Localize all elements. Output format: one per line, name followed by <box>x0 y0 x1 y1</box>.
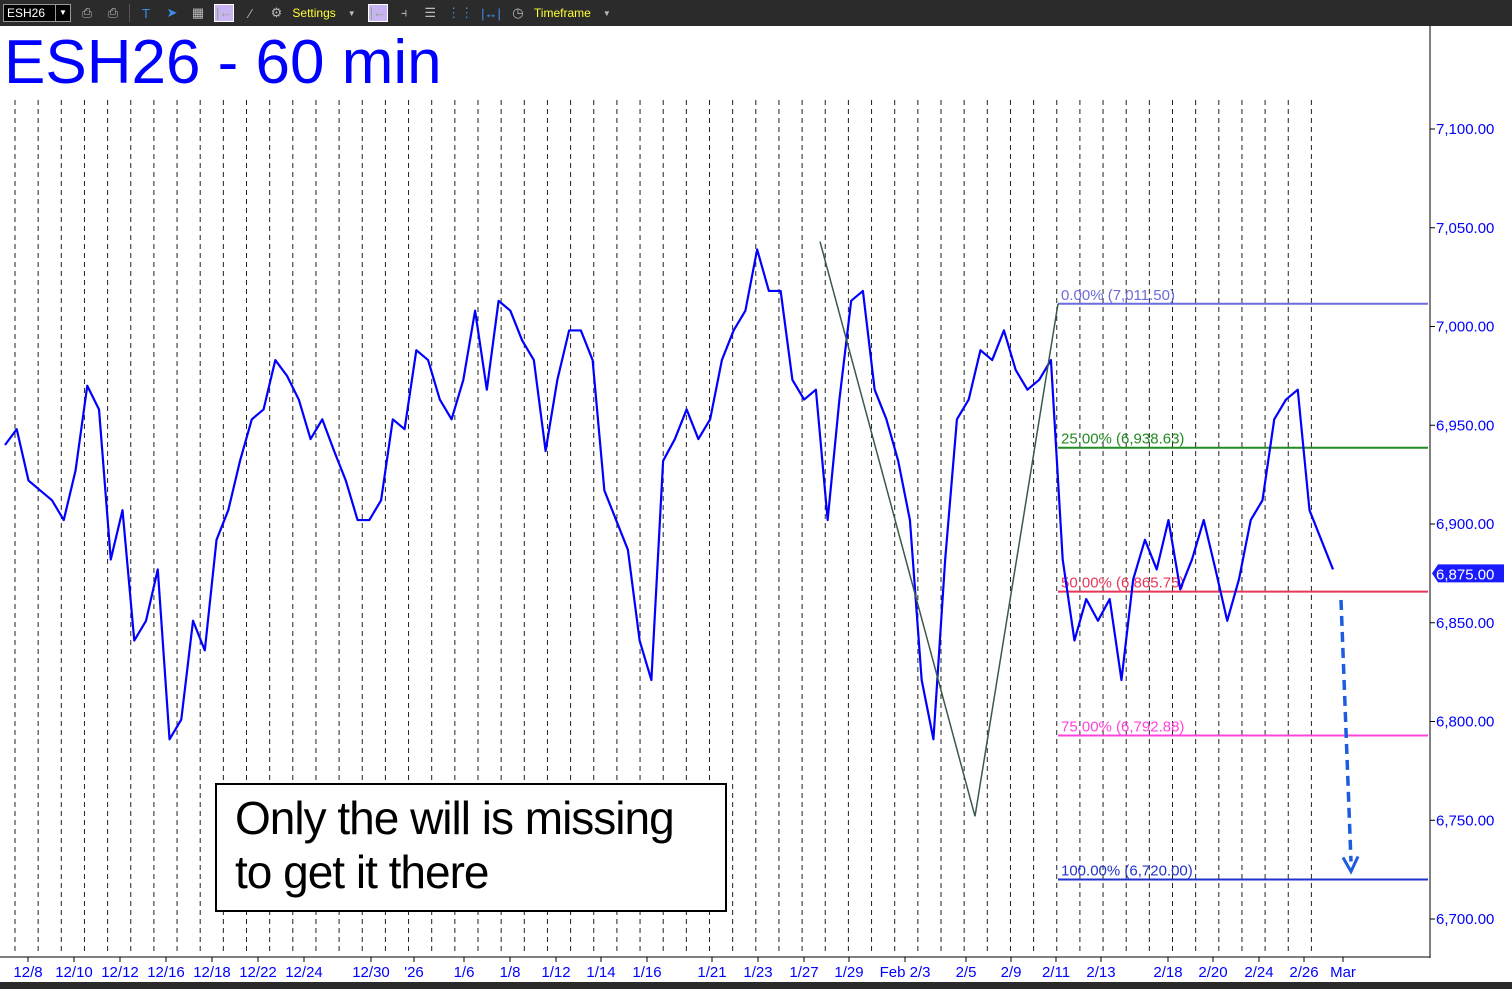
x-tick-label: 2/11 <box>1042 964 1070 981</box>
fib-level-label: 100.00% (6,720.00) <box>1061 863 1193 880</box>
scroll-end-icon[interactable]: |← <box>367 4 389 22</box>
menu-icon[interactable]: ☰ <box>424 5 436 20</box>
x-tick-label: 12/10 <box>55 964 93 981</box>
fib-level-label: 50.00% (6,865.75) <box>1061 575 1184 592</box>
x-tick-label: 12/12 <box>101 964 139 981</box>
x-tick-label: 12/8 <box>13 964 42 981</box>
timeframe-chevron-icon[interactable]: ▼ <box>602 8 611 18</box>
x-tick-label: 2/5 <box>956 964 977 981</box>
x-tick-label: 1/27 <box>789 964 818 981</box>
x-tick-label: 1/29 <box>834 964 863 981</box>
x-tick-label: 2/13 <box>1086 964 1115 981</box>
x-tick-label: 12/30 <box>352 964 390 981</box>
brush-icon[interactable]: ⁄ <box>249 5 252 21</box>
x-tick-label: 1/21 <box>697 964 726 981</box>
fib-level-label: 75.00% (6,792.88) <box>1061 719 1184 736</box>
last-price-tag <box>1432 564 1504 583</box>
price-scale-icon[interactable]: ⫞ <box>400 5 408 20</box>
window-icon[interactable]: ▦ <box>191 5 205 20</box>
x-tick-label: 12/24 <box>285 964 323 981</box>
zoom-in-icon[interactable]: ⋮⋮ <box>447 5 474 20</box>
arrow-head-icon <box>1341 855 1360 875</box>
x-tick-label: 2/26 <box>1289 964 1318 981</box>
print-preview-icon[interactable]: ⎙ <box>107 5 119 20</box>
x-tick-label: '26 <box>404 964 424 981</box>
annotation-line-1: Only the will is missing <box>235 792 675 844</box>
print-icon[interactable]: ⎙ <box>81 5 93 20</box>
annotation-box: Only the will is missing to get it there <box>215 783 727 912</box>
cursor-tool-icon[interactable]: ➤ <box>166 5 178 20</box>
x-tick-label: 2/9 <box>1001 964 1022 981</box>
x-tick-label: 1/23 <box>743 964 772 981</box>
x-tick-label: 2/24 <box>1244 964 1273 981</box>
scroll-left-icon[interactable]: |← <box>214 4 235 22</box>
x-tick-label: 1/14 <box>586 964 615 981</box>
y-tick-label: 6,700.00 <box>1436 911 1494 928</box>
y-tick-label: 6,850.00 <box>1436 615 1494 632</box>
x-tick-label: 1/6 <box>454 964 475 981</box>
projection-arrow <box>1339 599 1353 862</box>
toolbar: ESH26 ▼ ⎙ ⎙ T ➤ ▦ |← ⁄ ⚙ Settings ▼ |← ⫞ … <box>0 0 1512 26</box>
y-tick-label: 7,000.00 <box>1436 319 1494 336</box>
zoom-out-icon[interactable]: |↔| <box>481 5 501 21</box>
price-line <box>4 248 1335 741</box>
x-tick-label: 12/16 <box>147 964 185 981</box>
settings-chevron-icon[interactable]: ▼ <box>347 8 356 18</box>
x-tick-label: 2/20 <box>1198 964 1227 981</box>
y-tick-label: 6,800.00 <box>1436 714 1494 731</box>
x-tick-label: 1/16 <box>632 964 661 981</box>
zigzag-line <box>819 241 1059 817</box>
x-tick-label: 12/22 <box>239 964 277 981</box>
symbol-selector[interactable]: ESH26 ▼ <box>3 4 71 22</box>
y-tick-label: 7,100.00 <box>1436 121 1494 138</box>
fib-level-label: 25.00% (6,938.63) <box>1061 431 1184 448</box>
text-tool-icon[interactable]: T <box>142 5 150 21</box>
fib-level-label: 0.00% (7,011.50) <box>1061 287 1175 304</box>
x-tick-label: Mar <box>1330 964 1356 981</box>
chevron-down-icon[interactable]: ▼ <box>55 5 70 21</box>
toolbar-divider <box>129 4 130 22</box>
clock-icon[interactable]: ◷ <box>512 5 524 20</box>
chart-title: ESH26 - 60 min <box>4 28 442 97</box>
last-price-label: 6,875.00 <box>1436 566 1494 583</box>
x-tick-label: 1/8 <box>500 964 521 981</box>
x-tick-label: 2/18 <box>1153 964 1182 981</box>
timeframe-button[interactable]: Timeframe <box>533 6 591 20</box>
x-tick-label: 1/12 <box>541 964 570 981</box>
annotation-line-2: to get it there <box>235 846 490 898</box>
y-tick-label: 6,950.00 <box>1436 417 1494 434</box>
y-tick-label: 7,050.00 <box>1436 220 1494 237</box>
y-tick-label: 6,900.00 <box>1436 516 1494 533</box>
y-tick-label: 6,750.00 <box>1436 812 1494 829</box>
gear-icon[interactable]: ⚙ <box>270 5 283 20</box>
x-tick-label: 12/18 <box>193 964 231 981</box>
x-tick-label: Feb 2/3 <box>880 964 931 981</box>
settings-button[interactable]: Settings <box>292 6 336 20</box>
symbol-value: ESH26 <box>7 6 46 20</box>
status-bar <box>0 982 1512 989</box>
